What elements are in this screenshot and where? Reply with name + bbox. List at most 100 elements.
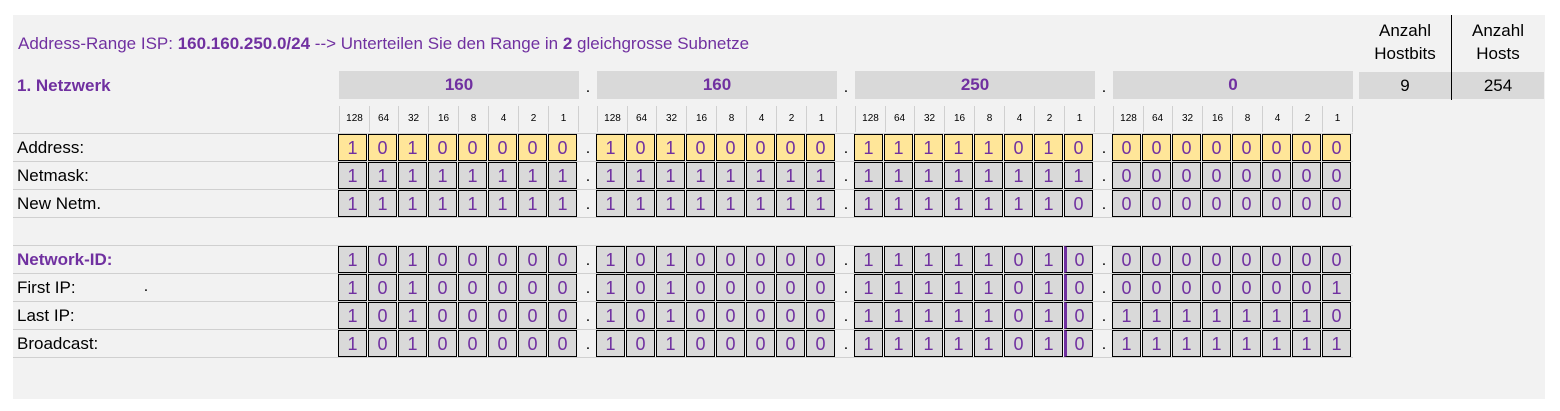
bit-cell[interactable]: 0 [548,246,577,273]
bit-cell[interactable]: 0 [1064,134,1093,161]
bit-cell[interactable]: 1 [1064,162,1093,189]
bit-cell[interactable]: 0 [1172,246,1201,273]
bit-cell[interactable]: 1 [1292,330,1321,357]
bit-cell[interactable]: 0 [1142,134,1171,161]
bit-cell[interactable]: 0 [518,134,547,161]
bit-cell[interactable]: 0 [368,134,397,161]
bit-cell[interactable]: 0 [626,134,655,161]
hostbits-value[interactable]: 9 [1359,72,1451,99]
bit-cell[interactable]: 1 [656,190,685,217]
bit-cell[interactable]: 0 [1322,246,1351,273]
bit-cell[interactable]: 0 [458,134,487,161]
bit-cell[interactable]: 1 [398,246,427,273]
bit-cell[interactable]: 1 [656,134,685,161]
bit-cell[interactable]: 1 [944,302,973,329]
bit-cell[interactable]: 0 [716,330,745,357]
bit-cell[interactable]: 0 [1142,246,1171,273]
bit-cell[interactable]: 0 [1172,134,1201,161]
bit-cell[interactable]: 0 [428,246,457,273]
bit-cell[interactable]: 0 [716,302,745,329]
bit-cell[interactable]: 1 [1112,302,1141,329]
bit-cell[interactable]: 1 [596,302,625,329]
bit-cell[interactable]: 0 [806,302,835,329]
bit-cell[interactable]: 0 [1202,162,1231,189]
bit-cell[interactable]: 0 [1202,190,1231,217]
bit-cell[interactable]: 0 [806,246,835,273]
bit-cell[interactable]: 0 [1232,190,1261,217]
bit-cell[interactable]: 1 [944,190,973,217]
bit-cell[interactable]: 1 [398,162,427,189]
bit-cell[interactable]: 1 [1034,134,1063,161]
bit-cell[interactable]: 0 [1004,246,1033,273]
bit-cell[interactable]: 1 [884,190,913,217]
bit-cell[interactable]: 1 [944,330,973,357]
bit-cell[interactable]: 0 [1004,302,1033,329]
bit-cell[interactable]: 1 [806,190,835,217]
bit-cell[interactable]: 1 [656,162,685,189]
bit-cell[interactable]: 1 [338,330,367,357]
bit-cell[interactable]: 0 [1322,134,1351,161]
bit-cell[interactable]: 1 [428,162,457,189]
bit-cell[interactable]: 0 [746,330,775,357]
bit-cell[interactable]: 0 [776,330,805,357]
bit-cell[interactable]: 0 [1262,134,1291,161]
bit-cell[interactable]: 0 [626,302,655,329]
bit-cell[interactable]: 0 [428,134,457,161]
bit-cell[interactable]: 1 [1142,302,1171,329]
bit-cell[interactable]: 0 [458,246,487,273]
bit-cell[interactable]: 0 [548,302,577,329]
bit-cell[interactable]: 1 [656,246,685,273]
bit-cell[interactable]: 0 [1112,246,1141,273]
bit-cell[interactable]: 0 [1064,246,1093,273]
bit-cell[interactable]: 0 [716,134,745,161]
bit-cell[interactable]: 1 [854,302,883,329]
bit-cell[interactable]: 1 [596,134,625,161]
bit-cell[interactable]: 1 [626,162,655,189]
bit-cell[interactable]: 0 [548,134,577,161]
bit-cell[interactable]: 0 [776,246,805,273]
bit-cell[interactable]: 1 [518,162,547,189]
bit-cell[interactable]: 0 [626,246,655,273]
bit-cell[interactable]: 0 [686,134,715,161]
bit-cell[interactable]: 1 [944,134,973,161]
bit-cell[interactable]: 1 [974,246,1003,273]
bit-cell[interactable]: 1 [944,246,973,273]
bit-cell[interactable]: 1 [1034,246,1063,273]
bit-cell[interactable]: 0 [458,302,487,329]
bit-cell[interactable]: 0 [428,302,457,329]
bit-cell[interactable]: 0 [1202,246,1231,273]
bit-cell[interactable]: 0 [686,330,715,357]
bit-cell[interactable]: 0 [428,330,457,357]
bit-cell[interactable]: 0 [458,274,487,301]
bit-cell[interactable]: 1 [746,190,775,217]
bit-cell[interactable]: 0 [1262,274,1291,301]
bit-cell[interactable]: 1 [596,330,625,357]
bit-cell[interactable]: 1 [914,330,943,357]
bit-cell[interactable]: 0 [1064,190,1093,217]
bit-cell[interactable]: 1 [338,134,367,161]
bit-cell[interactable]: 1 [686,162,715,189]
bit-cell[interactable]: 0 [716,274,745,301]
bit-cell[interactable]: 0 [1262,190,1291,217]
bit-cell[interactable]: 1 [398,330,427,357]
bit-cell[interactable]: 0 [1112,190,1141,217]
bit-cell[interactable]: 1 [1034,302,1063,329]
bit-cell[interactable]: 1 [854,330,883,357]
bit-cell[interactable]: 0 [1172,162,1201,189]
bit-cell[interactable]: 0 [776,134,805,161]
bit-cell[interactable]: 1 [944,274,973,301]
bit-cell[interactable]: 1 [974,134,1003,161]
bit-cell[interactable]: 1 [1142,330,1171,357]
bit-cell[interactable]: 1 [656,330,685,357]
bit-cell[interactable]: 0 [488,134,517,161]
hosts-value[interactable]: 254 [1452,72,1544,99]
bit-cell[interactable]: 0 [1004,330,1033,357]
bit-cell[interactable]: 1 [944,162,973,189]
bit-cell[interactable]: 1 [854,246,883,273]
bit-cell[interactable]: 1 [398,190,427,217]
bit-cell[interactable]: 1 [338,162,367,189]
bit-cell[interactable]: 1 [1322,274,1351,301]
bit-cell[interactable]: 1 [884,134,913,161]
bit-cell[interactable]: 1 [1232,330,1261,357]
bit-cell[interactable]: 1 [1202,330,1231,357]
